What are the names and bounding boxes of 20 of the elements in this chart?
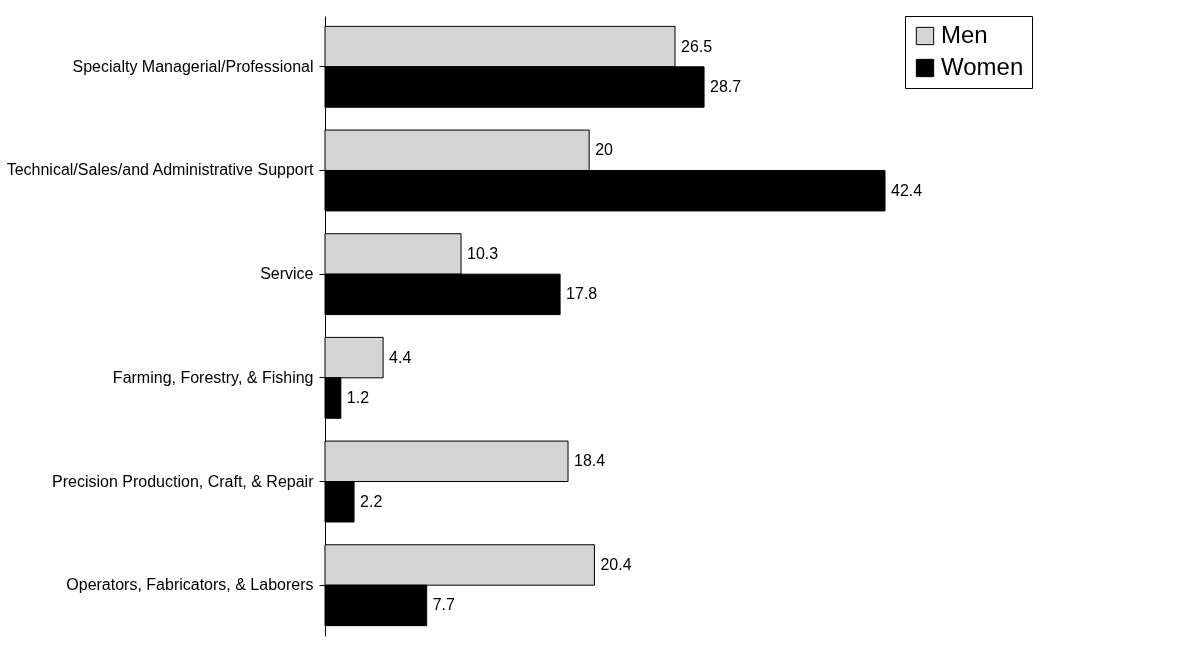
data-label: 28.7 — [710, 78, 742, 96]
y-tick-label: Farming, Forestry, & Fishing — [112, 368, 314, 386]
data-label: 26.5 — [681, 37, 713, 55]
y-tick-label: Technical/Sales/and Administrative Support — [6, 161, 315, 179]
y-tick-label: Operators, Fabricators, & Laborers — [66, 576, 314, 594]
data-label: 2.2 — [360, 492, 383, 510]
data-label: 7.7 — [432, 596, 456, 614]
legend-label: Men — [941, 21, 988, 48]
data-label: 4.4 — [389, 348, 412, 366]
data-label: 10.3 — [467, 244, 499, 262]
data-label: 42.4 — [891, 181, 923, 199]
legend-label: Women — [941, 53, 1024, 80]
y-tick-label: Service — [260, 265, 314, 283]
data-label: 1.2 — [346, 389, 370, 407]
data-label: 18.4 — [574, 452, 606, 470]
data-label: 17.8 — [566, 285, 598, 303]
y-tick-label: Precision Production, Craft, & Repair — [52, 472, 315, 490]
y-tick-label: Specialty Managerial/Professional — [72, 57, 314, 75]
data-label: 20.4 — [600, 555, 632, 573]
data-label: 20 — [595, 141, 614, 159]
